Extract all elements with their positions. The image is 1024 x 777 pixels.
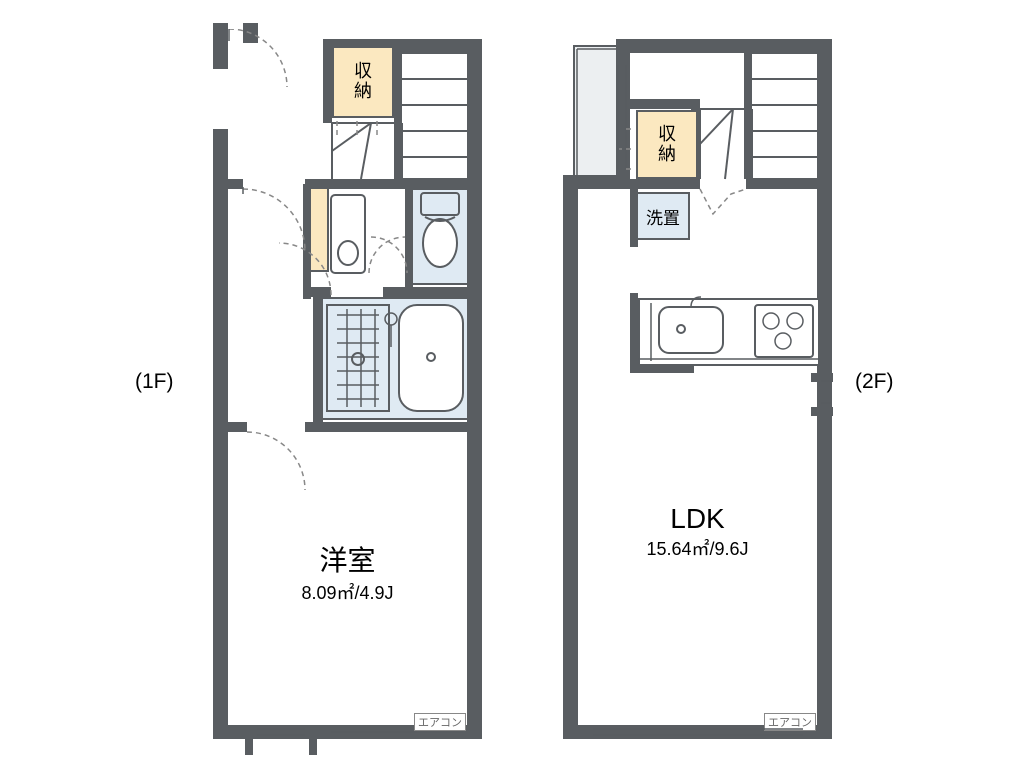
- floor1-room-label: 洋室 8.09㎡/4.9J: [213, 539, 482, 605]
- closet-label-2: 収 納: [638, 125, 696, 165]
- floor1-label: (1F): [135, 370, 174, 394]
- floor2-room-label: LDK 15.64㎡/9.6J: [563, 503, 832, 561]
- floor2-label: (2F): [855, 370, 894, 394]
- floorplan-canvas: (1F) (2F) 収 納: [0, 0, 1024, 777]
- floor2-balcony: [573, 45, 620, 179]
- floor1-aircon: エアコン: [414, 713, 466, 731]
- wash-label: 洗置: [638, 204, 688, 229]
- ldk-name-text: LDK: [563, 503, 832, 535]
- floor2-kitchen-counter: [638, 298, 820, 366]
- floor2-wash: 洗置: [636, 192, 690, 240]
- ldk-area-sqm: 15.64㎡: [646, 539, 709, 559]
- floor2-closet: 収 納: [636, 110, 698, 179]
- floor2-aircon: エアコン: [764, 713, 816, 731]
- floor1-closet: 収 納: [332, 46, 394, 118]
- floor1-wc: [411, 188, 469, 285]
- ldk-area-jo: 9.6J: [715, 539, 749, 559]
- room-area-jo: 4.9J: [360, 583, 394, 603]
- closet-label: 収 納: [334, 62, 392, 102]
- room-name-text: 洋室: [213, 539, 482, 579]
- floor1-plan: 収 納 洋室 8.09㎡/4.9J: [213, 29, 482, 747]
- floor1-bath: [321, 297, 469, 420]
- floor2-plan: 収 納 洗置 LDK 15.64㎡/9.6J エアコン: [563, 29, 832, 747]
- room-area-sqm: 8.09㎡: [301, 583, 354, 603]
